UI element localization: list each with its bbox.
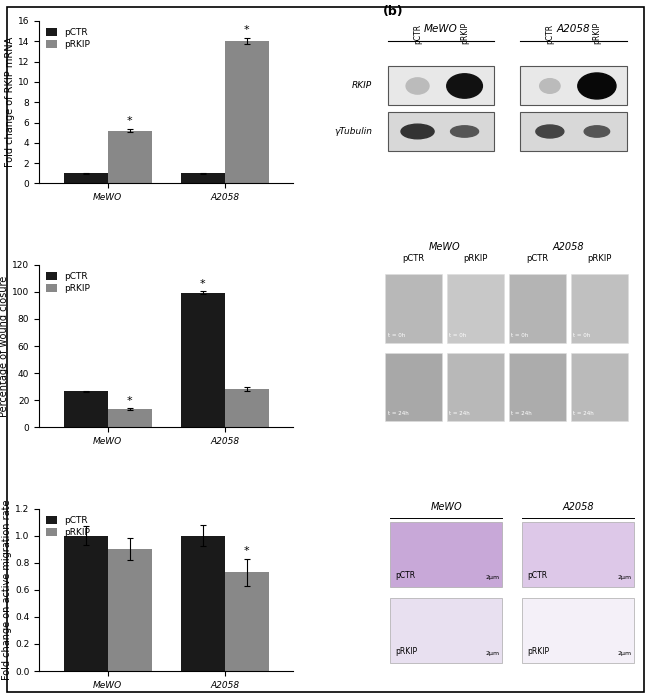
Bar [64,173,108,184]
Bar [523,598,634,663]
Text: MeWO: MeWO [424,24,458,34]
Text: *: * [127,396,133,406]
Bar [447,275,504,343]
Text: γTubulin: γTubulin [334,127,372,136]
Text: *: * [244,25,250,35]
Text: pCTR: pCTR [413,24,422,44]
Text: MeWO: MeWO [429,242,460,252]
Ellipse shape [450,126,478,137]
Text: MeWO: MeWO [430,502,462,512]
Bar [181,535,225,671]
Legend: pCTR, pRKIP: pCTR, pRKIP [44,513,93,540]
Text: pCTR: pCTR [528,571,548,580]
Y-axis label: Percentage of wound closure: Percentage of wound closure [0,275,9,417]
Legend: pCTR, pRKIP: pCTR, pRKIP [44,269,93,296]
Bar [447,352,504,421]
Ellipse shape [584,126,610,137]
Text: pRKIP: pRKIP [463,254,488,263]
Text: pCTR: pCTR [402,254,424,263]
Bar [225,389,268,427]
Bar [64,535,108,671]
Bar [181,292,225,427]
Text: t = 24h: t = 24h [387,411,408,416]
Bar [385,352,443,421]
Y-axis label: Fold change on active migration rate: Fold change on active migration rate [2,500,12,680]
Text: 2μm: 2μm [618,651,632,656]
Bar [523,521,634,586]
Text: pRKIP: pRKIP [460,22,469,44]
Bar [64,391,108,427]
Bar [520,66,627,106]
Ellipse shape [536,125,564,138]
Text: t = 24h: t = 24h [573,411,594,416]
Bar [520,112,627,151]
Bar [390,598,502,663]
Text: pRKIP: pRKIP [587,254,612,263]
Ellipse shape [401,124,434,139]
Text: t = 24h: t = 24h [512,411,532,416]
Bar [225,41,268,184]
Text: *: * [244,546,250,556]
Bar [108,131,152,184]
Bar [509,352,566,421]
Bar [181,173,225,184]
Legend: pCTR, pRKIP: pCTR, pRKIP [44,25,93,52]
Bar [385,275,443,343]
Text: pRKIP: pRKIP [528,647,550,656]
Bar [571,275,628,343]
Text: pCTR: pCTR [526,254,549,263]
Ellipse shape [540,79,560,93]
Ellipse shape [406,78,429,94]
Text: *: * [200,279,205,289]
Text: A2058: A2058 [552,242,584,252]
Bar [390,521,502,586]
Bar [225,572,268,671]
Bar [108,549,152,671]
Text: 2μm: 2μm [486,575,500,580]
Bar [387,112,495,151]
Bar [509,275,566,343]
Bar [571,352,628,421]
Text: t = 0h: t = 0h [512,333,528,338]
Text: 2μm: 2μm [618,575,632,580]
Text: A2058: A2058 [556,24,590,34]
Ellipse shape [447,74,482,98]
Text: pCTR: pCTR [545,24,554,44]
Text: A2058: A2058 [563,502,594,512]
Ellipse shape [578,73,616,99]
Text: (b): (b) [383,5,403,17]
Text: *: * [127,116,133,126]
Text: t = 0h: t = 0h [573,333,590,338]
Bar [108,409,152,427]
Text: RKIP: RKIP [352,82,372,90]
Text: t = 0h: t = 0h [387,333,405,338]
Text: t = 24h: t = 24h [449,411,470,416]
Text: pCTR: pCTR [395,571,415,580]
Bar [387,66,495,106]
Text: pRKIP: pRKIP [592,22,601,44]
Text: pRKIP: pRKIP [395,647,417,656]
Y-axis label: Fold change of RKIP mRNA: Fold change of RKIP mRNA [5,37,15,167]
Text: t = 0h: t = 0h [449,333,467,338]
Text: 2μm: 2μm [486,651,500,656]
